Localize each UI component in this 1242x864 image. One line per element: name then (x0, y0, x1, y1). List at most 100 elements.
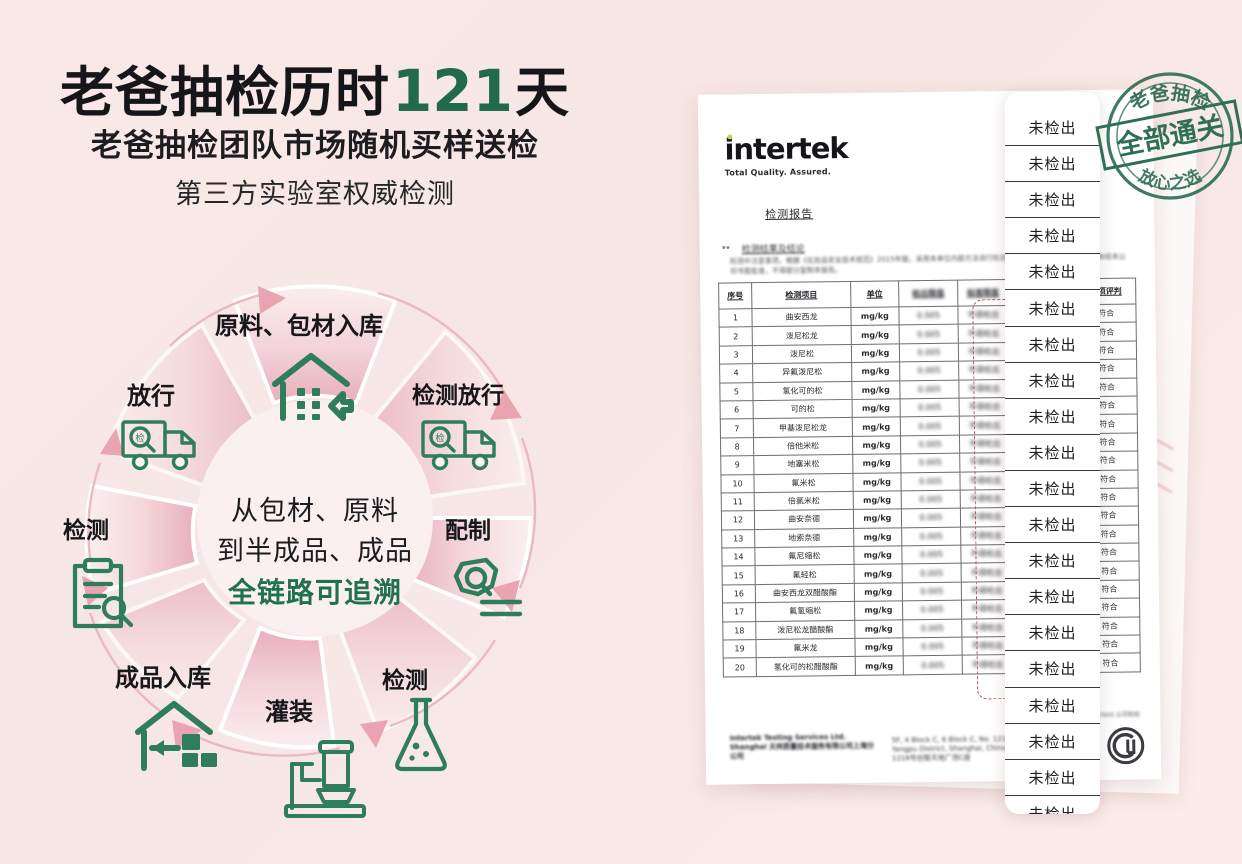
segment-label-3[interactable]: 检测 (382, 668, 428, 694)
cell-item: 泼尼松龙 (752, 325, 852, 346)
strip-result-row: 未检出 (1005, 615, 1100, 652)
strip-result-row: 未检出 (1005, 507, 1100, 544)
cell-unit: mg/kg (852, 417, 901, 437)
wheel-center-text: 从包材、原料 到半成品、成品 全链路可追溯 (185, 492, 445, 614)
cell-no: 14 (721, 547, 756, 567)
cell-unit: mg/kg (852, 398, 900, 418)
cell-no: 1 (718, 308, 753, 328)
cell-detect-limit: 0.005 (898, 342, 959, 363)
cell-no: 17 (722, 602, 756, 622)
cell-standard-limit: 不得检出 (961, 544, 1011, 564)
cell-detect-limit: 0.005 (901, 581, 962, 602)
segment-label-2[interactable]: 配制 (445, 518, 491, 544)
strip-result-row: 未检出 (1005, 688, 1100, 724)
cell-detect-limit: 0.005 (899, 361, 960, 381)
segment-label-5[interactable]: 成品入库 (115, 664, 211, 692)
cell-item: 异氟泼尼松 (752, 362, 852, 383)
strip-result-row: 未检出 (1005, 218, 1100, 255)
cell-detect-limit: 0.005 (898, 324, 959, 344)
svg-text:检: 检 (435, 432, 444, 444)
segment-label-1[interactable]: 检测放行 (412, 383, 504, 409)
strip-result-row: 未检出 (1005, 290, 1100, 327)
strip-result-row: 未检出 (1005, 327, 1100, 363)
cell-unit: mg/kg (852, 435, 901, 455)
strip-result-row: 未检出 (1005, 182, 1100, 219)
warehouse-stock-icon (130, 696, 222, 777)
segment-label-7[interactable]: 放行 (127, 382, 175, 410)
title-number: 121 (391, 57, 514, 125)
cell-item: 曲安西龙 (751, 307, 852, 328)
strip-result-row: 未检出 (1005, 796, 1100, 814)
cell-item: 氟米松 (753, 472, 854, 493)
cell-no: 13 (721, 529, 755, 549)
cell-item: 氟米龙 (755, 638, 856, 659)
cell-no: 11 (721, 492, 755, 512)
cell-standard-limit: 不得检出 (960, 507, 1011, 527)
cell-no: 18 (722, 621, 756, 641)
cell-no: 9 (720, 455, 754, 475)
svg-text:老爸抽检: 老爸抽检 (1126, 81, 1214, 115)
cell-item: 可的松 (753, 399, 853, 419)
cell-detect-limit: 0.005 (902, 618, 963, 638)
strip-result-row: 未检出 (1005, 435, 1100, 471)
cell-detect-limit: 0.005 (900, 453, 961, 473)
cell-item: 甲基泼尼松龙 (753, 417, 853, 438)
strip-result-row: 未检出 (1005, 110, 1100, 147)
cnas-logo-icon (1107, 727, 1145, 765)
th-item: 检测项目 (751, 281, 852, 309)
cell-unit: mg/kg (851, 343, 900, 363)
cell-item: 曲安奈德 (754, 509, 854, 530)
segment-label-4[interactable]: 灌装 (265, 698, 313, 726)
cell-no: 6 (720, 400, 754, 420)
segment-label-0[interactable]: 原料、包材入库 (215, 312, 383, 340)
strip-result-row: 未检出 (1005, 363, 1100, 399)
cell-item: 氢化可的松 (752, 381, 853, 401)
cell-standard-limit: 不得检出 (960, 471, 1011, 491)
th-standard-limit: 标准限值 (958, 279, 1008, 307)
cell-detect-limit: 0.005 (901, 563, 962, 583)
cell-no: 15 (722, 566, 756, 585)
center-line-3: 全链路可追溯 (227, 576, 402, 609)
right-panel: ╱╱╱ intertek Total Quality. Assured. 检测报… (630, 0, 1242, 864)
approval-stamp: 老爸抽检 放心之选 全部通关 (1095, 72, 1242, 200)
report-document[interactable]: intertek Total Quality. Assured. 检测报告 ●●… (697, 89, 1162, 785)
strip-result-row: 未检出 (1005, 146, 1100, 183)
svg-text:放心之选: 放心之选 (1135, 165, 1205, 195)
cell-detect-limit: 0.005 (900, 490, 961, 510)
section-heading: 检测结果及结论 (741, 244, 805, 256)
left-panel: 老爸抽检历时121天 老爸抽检团队市场随机买样送检 第三方实验室权威检测 (60, 57, 571, 818)
cell-no: 5 (719, 382, 754, 402)
intertek-logo: intertek Total Quality. Assured. (724, 131, 848, 178)
report-title: 检测报告 (765, 207, 814, 221)
cell-standard-limit: 不得检出 (958, 305, 1009, 325)
cell-standard-limit: 不得检出 (959, 397, 1010, 417)
magnified-results-strip[interactable]: 未检出 未检出 未检出 未检出 未检出 未检出 未检出 未检出 未检出 未检出 未检出 未检出 未检出未… (1005, 92, 1100, 814)
cell-item: 泼尼松 (752, 344, 852, 364)
strip-result-row: 未检出 (1005, 760, 1100, 796)
cell-item: 地塞米松 (753, 454, 854, 475)
logo-dot-icon (727, 134, 733, 140)
cell-standard-limit: 不得检出 (959, 379, 1009, 399)
cell-standard-limit: 不得检出 (958, 360, 1009, 380)
cell-unit: mg/kg (854, 601, 903, 621)
cell-unit: mg/kg (853, 509, 902, 529)
cell-no: 19 (722, 639, 757, 659)
cell-unit: mg/kg (851, 306, 899, 326)
strip-result-row: 未检出 (1005, 254, 1100, 291)
cell-unit: mg/kg (853, 490, 901, 510)
cell-no: 10 (720, 474, 755, 493)
cell-no: 2 (719, 327, 753, 346)
cell-no: 12 (721, 510, 755, 530)
strip-result-row: 未检出 (1005, 724, 1100, 760)
segment-label-6[interactable]: 检测 (63, 518, 109, 544)
cell-no: 3 (719, 345, 753, 365)
cell-unit: mg/kg (854, 582, 903, 602)
strip-result-row: 未检出 (1005, 399, 1100, 435)
cell-detect-limit: 0.005 (902, 655, 963, 675)
brand-tagline: Total Quality. Assured. (724, 167, 832, 178)
cell-standard-limit: 不得检出 (961, 562, 1012, 582)
cell-detect-limit: 0.005 (901, 526, 962, 546)
cell-item: 氢化可的松醋酸酯 (756, 656, 856, 677)
title-suffix: 天 (515, 61, 571, 124)
